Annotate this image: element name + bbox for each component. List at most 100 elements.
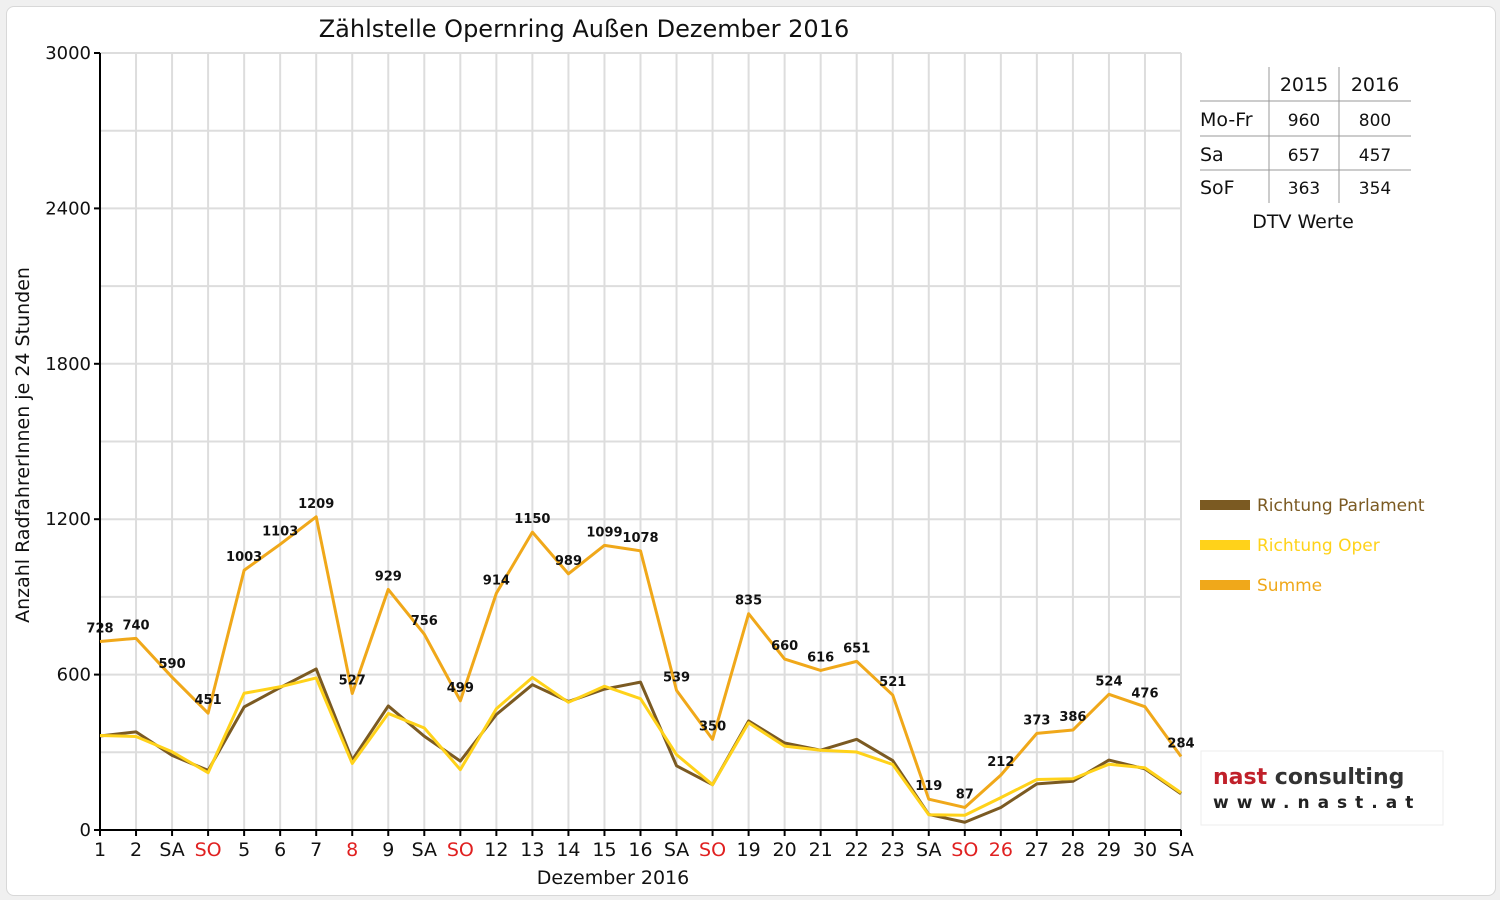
x-tick-label: 2 bbox=[130, 839, 142, 861]
x-tick-label: 27 bbox=[1025, 839, 1049, 861]
legend: Richtung Parlament Richtung Oper Summe bbox=[1200, 496, 1425, 596]
axes bbox=[94, 52, 1182, 836]
data-label: 756 bbox=[411, 614, 438, 629]
data-label: 740 bbox=[122, 618, 149, 633]
data-label: 1150 bbox=[514, 512, 550, 527]
data-label: 728 bbox=[86, 621, 113, 636]
data-label: 212 bbox=[987, 755, 1014, 770]
data-label: 590 bbox=[158, 657, 185, 672]
x-tick-label: SO bbox=[951, 839, 978, 861]
table-cell: 457 bbox=[1359, 146, 1391, 166]
data-label: 651 bbox=[843, 641, 870, 656]
x-tick-label: 13 bbox=[520, 839, 544, 861]
x-tick-label: SA bbox=[412, 839, 437, 861]
table-caption: DTV Werte bbox=[1252, 211, 1354, 233]
x-tick-label: SA bbox=[1168, 839, 1193, 861]
logo-url: www.nast.at bbox=[1213, 793, 1421, 813]
data-label: 527 bbox=[339, 674, 366, 689]
y-axis-label: Anzahl RadfahrerInnen je 24 Stunden bbox=[12, 267, 34, 623]
grid-lines bbox=[100, 52, 1182, 830]
table-row-label: SoF bbox=[1200, 177, 1235, 199]
x-tick-label: SO bbox=[447, 839, 474, 861]
data-label: 521 bbox=[879, 675, 906, 690]
data-label: 929 bbox=[375, 569, 402, 584]
chart-title: Zählstelle Opernring Außen Dezember 2016 bbox=[319, 15, 850, 43]
x-tick-label: 28 bbox=[1061, 839, 1085, 861]
table-cell: 960 bbox=[1288, 111, 1320, 131]
x-tick-label: SA bbox=[916, 839, 941, 861]
y-tick-label: 600 bbox=[57, 665, 91, 686]
x-tick-label: 19 bbox=[737, 839, 761, 861]
data-label: 476 bbox=[1131, 687, 1158, 702]
x-tick-label: SO bbox=[699, 839, 726, 861]
dtv-table: 2015 2016 Mo-Fr 960 800 Sa 657 457 SoF 3… bbox=[1200, 67, 1411, 233]
table-cell: 800 bbox=[1359, 111, 1391, 131]
data-label: 989 bbox=[555, 554, 582, 569]
x-tick-label: SA bbox=[664, 839, 689, 861]
x-tick-label: 26 bbox=[989, 839, 1013, 861]
x-tick-label: 9 bbox=[382, 839, 394, 861]
x-tick-label: SA bbox=[159, 839, 184, 861]
logo-box bbox=[1200, 750, 1444, 826]
x-tick-label: 20 bbox=[773, 839, 797, 861]
data-label: 835 bbox=[735, 594, 762, 609]
data-label: 451 bbox=[195, 693, 222, 708]
data-label: 524 bbox=[1095, 674, 1122, 689]
legend-label: Summe bbox=[1257, 576, 1322, 596]
x-tick-labels: 1 2 SA SO 5 6 7 8 9 SA SO 12 13 14 15 16 SA SO 19 20 21 22 23 S… bbox=[94, 839, 1194, 861]
x-tick-label: 21 bbox=[809, 839, 833, 861]
series-line-richtung-oper bbox=[99, 675, 1182, 817]
x-tick-label: 8 bbox=[346, 839, 358, 861]
y-tick-label: 3000 bbox=[45, 43, 91, 64]
legend-swatch bbox=[1200, 580, 1250, 590]
data-label: 1103 bbox=[262, 524, 298, 539]
x-tick-label: 14 bbox=[556, 839, 580, 861]
data-label: 87 bbox=[956, 787, 974, 802]
line-chart: Zählstelle Opernring Außen Dezember 2016… bbox=[12, 15, 1444, 889]
y-tick-label: 1200 bbox=[45, 509, 91, 530]
data-label: 1078 bbox=[622, 531, 658, 546]
data-label: 914 bbox=[483, 573, 510, 588]
data-label: 499 bbox=[447, 681, 474, 696]
table-row-label: Sa bbox=[1200, 144, 1224, 166]
legend-swatch bbox=[1200, 540, 1250, 550]
x-tick-label: 12 bbox=[484, 839, 508, 861]
x-tick-label: 23 bbox=[881, 839, 905, 861]
logo-name-part2: consulting bbox=[1267, 765, 1404, 790]
data-label: 1209 bbox=[298, 497, 334, 512]
table-cell: 657 bbox=[1288, 146, 1320, 166]
data-label: 119 bbox=[915, 779, 942, 794]
table-header-2016: 2016 bbox=[1351, 74, 1399, 96]
x-axis-label: Dezember 2016 bbox=[537, 867, 689, 889]
legend-swatch bbox=[1200, 500, 1250, 510]
data-label: 386 bbox=[1059, 710, 1086, 725]
data-label: 284 bbox=[1167, 736, 1194, 751]
x-tick-label: 15 bbox=[592, 839, 616, 861]
series-lines bbox=[99, 515, 1183, 824]
legend-label: Richtung Oper bbox=[1257, 536, 1380, 556]
y-tick-label: 0 bbox=[80, 820, 91, 841]
x-tick-label: SO bbox=[195, 839, 222, 861]
data-label: 1003 bbox=[226, 550, 262, 565]
table-cell: 363 bbox=[1288, 179, 1320, 199]
y-tick-label: 1800 bbox=[45, 354, 91, 375]
table-cell: 354 bbox=[1359, 179, 1391, 199]
x-tick-label: 16 bbox=[628, 839, 652, 861]
table-row-label: Mo-Fr bbox=[1200, 109, 1253, 131]
table-header-2015: 2015 bbox=[1280, 74, 1328, 96]
x-tick-label: 7 bbox=[310, 839, 322, 861]
x-tick-label: 5 bbox=[238, 839, 250, 861]
legend-label: Richtung Parlament bbox=[1257, 496, 1425, 516]
nast-consulting-logo: nast consulting www.nast.at bbox=[1200, 750, 1444, 826]
y-tick-labels: 0 600 1200 1800 2400 3000 bbox=[45, 43, 91, 841]
data-label: 539 bbox=[663, 670, 690, 685]
x-tick-label: 29 bbox=[1097, 839, 1121, 861]
series-line-summe bbox=[99, 515, 1183, 809]
x-tick-label: 30 bbox=[1133, 839, 1157, 861]
x-tick-label: 6 bbox=[274, 839, 286, 861]
logo-text: nast consulting bbox=[1213, 765, 1404, 790]
data-label: 616 bbox=[807, 650, 834, 665]
data-label: 1099 bbox=[586, 525, 622, 540]
data-label: 660 bbox=[771, 639, 798, 654]
